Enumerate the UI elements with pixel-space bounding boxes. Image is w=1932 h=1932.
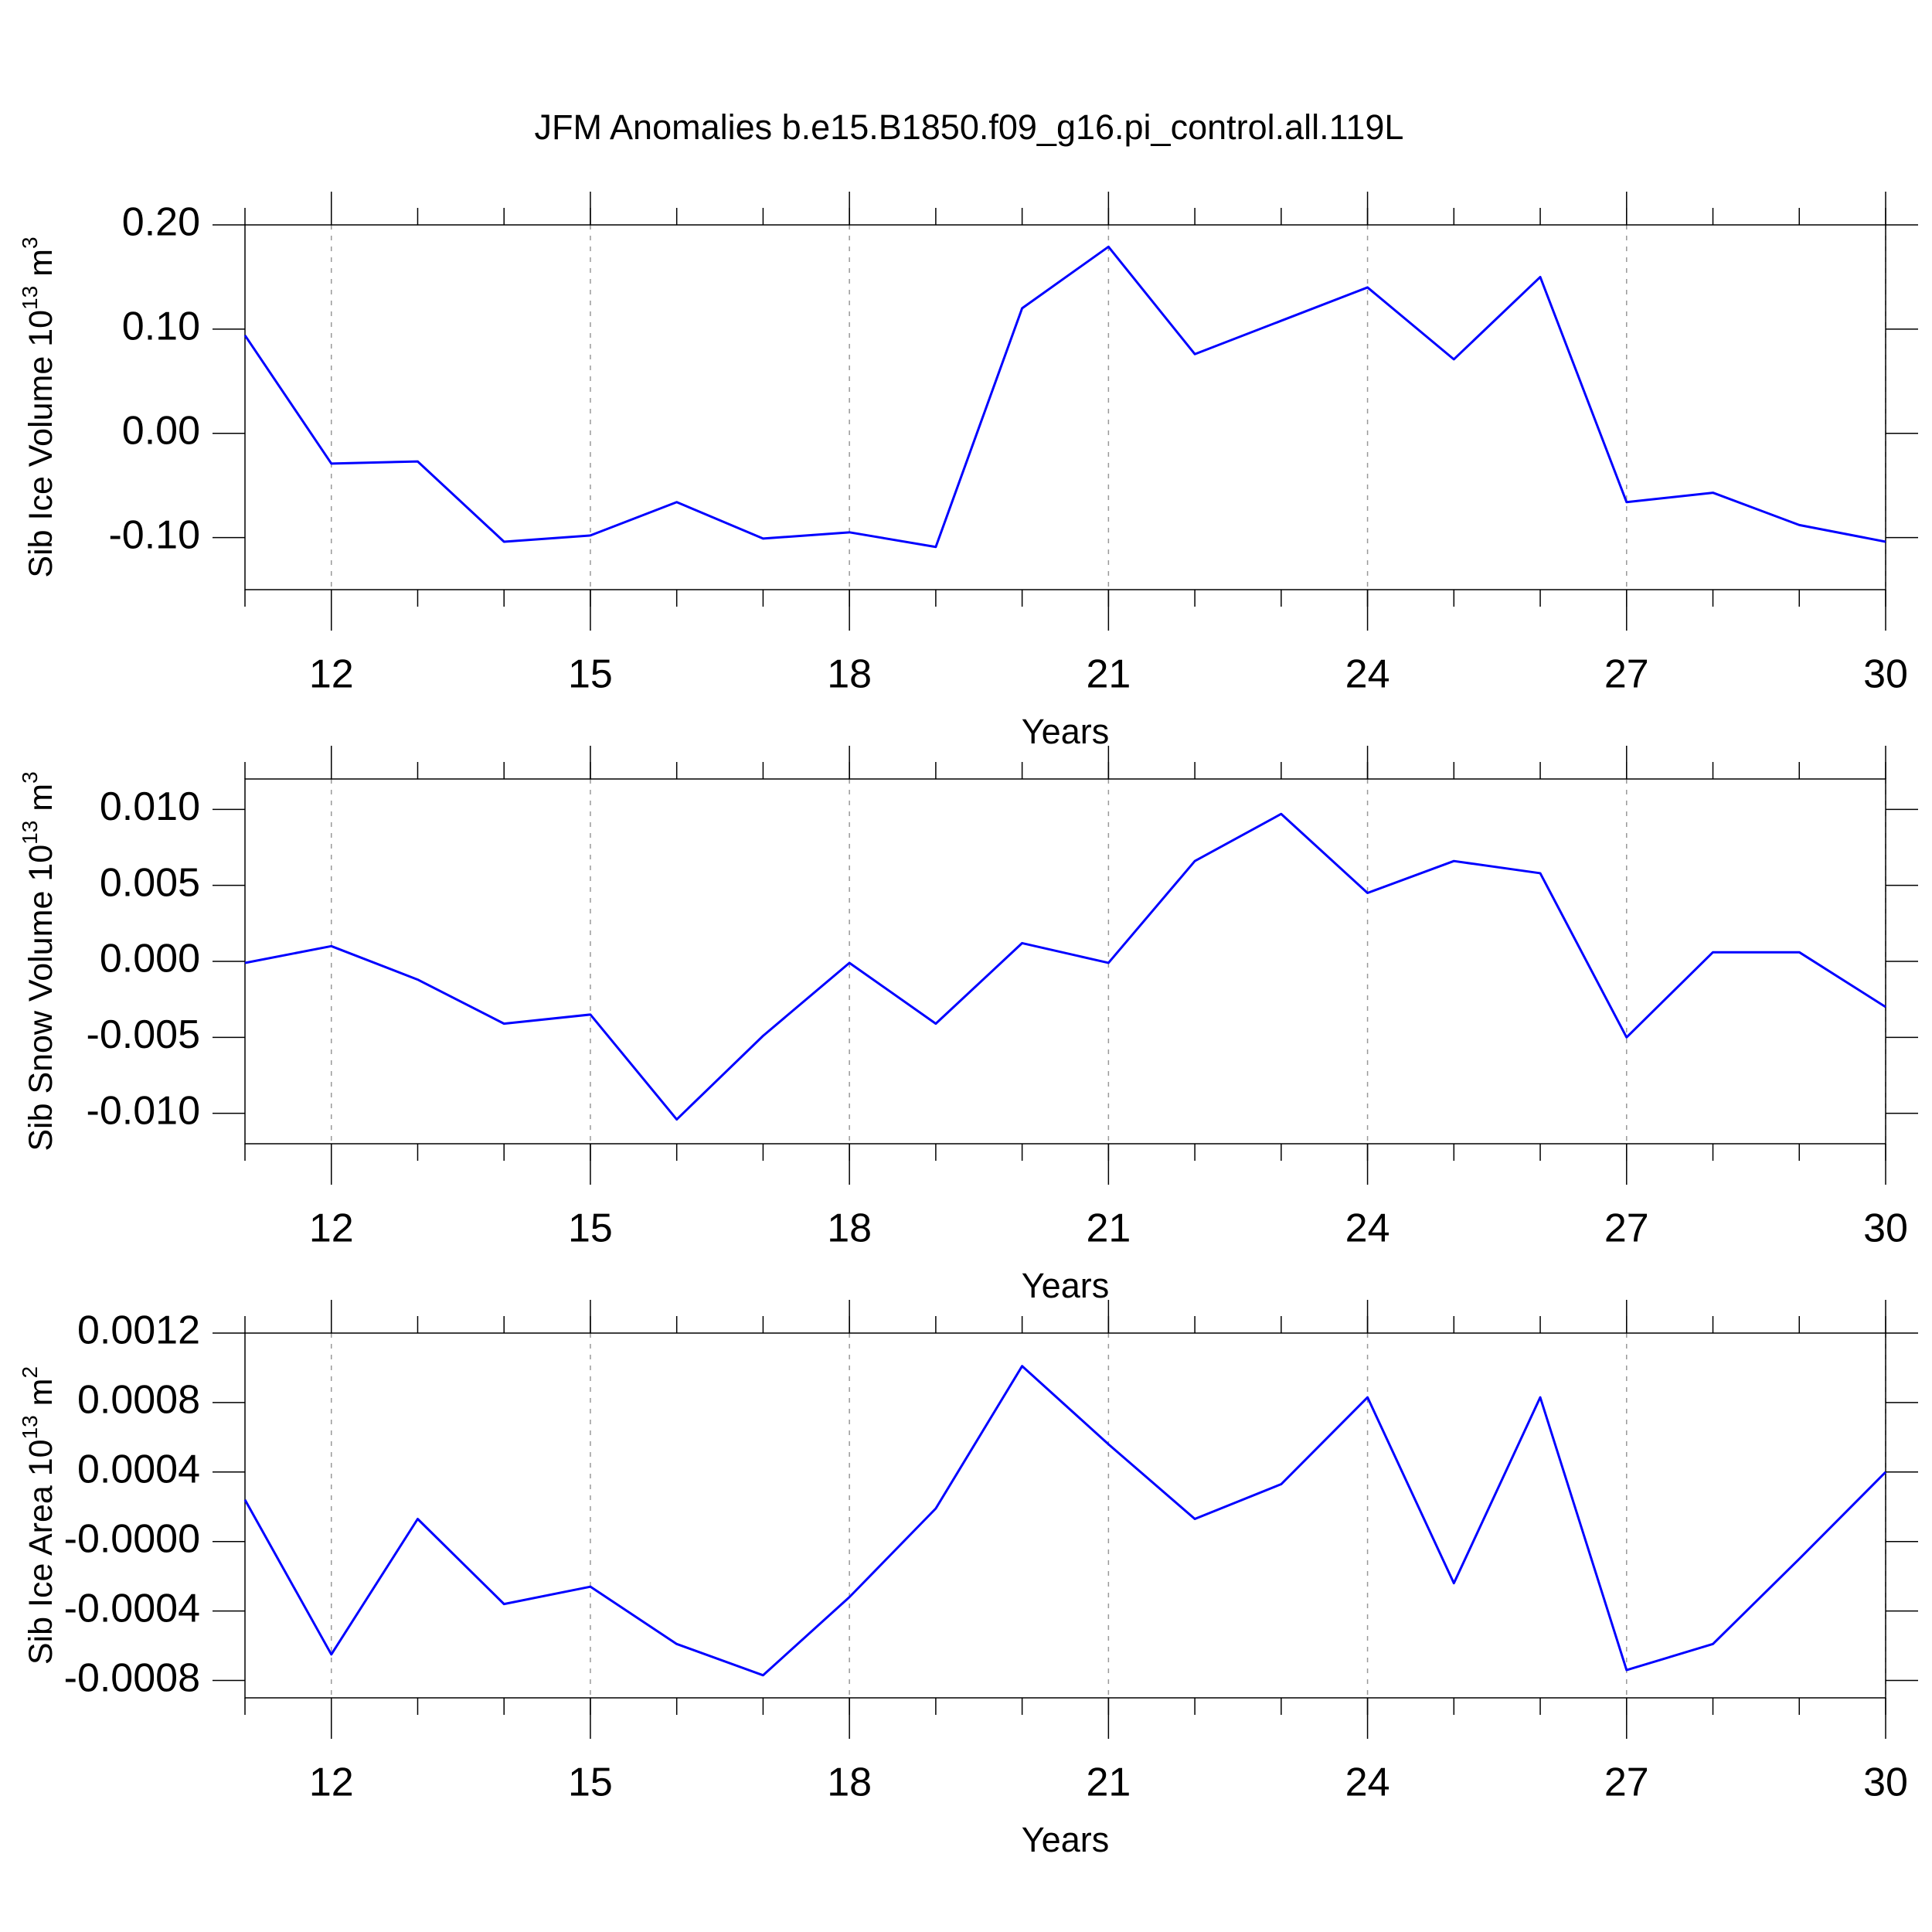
y-axis-label-part: m <box>22 249 60 286</box>
y-axis-label-exponent: 13 <box>18 821 42 845</box>
y-tick-label: 0.005 <box>100 860 200 905</box>
y-tick-label: 0.0004 <box>77 1447 200 1492</box>
x-tick-label: 18 <box>827 1206 872 1251</box>
x-tick-label: 21 <box>1086 652 1131 697</box>
y-axis-label-exponent: 2 <box>18 1366 42 1379</box>
y-tick-label: -0.0000 <box>64 1516 200 1561</box>
x-tick-label: 24 <box>1345 652 1390 697</box>
y-tick-label: 0.10 <box>122 304 200 349</box>
y-tick-label: -0.0008 <box>64 1655 200 1700</box>
y-axis-label-part: Sib Ice Volume 10 <box>22 310 60 578</box>
x-tick-label: 15 <box>568 1760 613 1805</box>
y-axis-label-exponent: 13 <box>18 1415 42 1439</box>
x-tick-label: 30 <box>1863 1760 1908 1805</box>
y-axis-label-exponent: 3 <box>18 771 42 784</box>
y-axis-label: Sib Ice Area 1013 m2 <box>18 1366 60 1665</box>
x-tick-label: 21 <box>1086 1760 1131 1805</box>
x-tick-label: 24 <box>1345 1206 1390 1251</box>
x-tick-label: 27 <box>1604 1760 1649 1805</box>
x-tick-label: 12 <box>309 652 354 697</box>
panel: 12 15 18 21 24 27 30 -0.010 -0.005 0.000 0.005 0.01… <box>18 746 1918 1305</box>
y-axis-label-exponent: 3 <box>18 236 42 249</box>
y-tick-label: 0.00 <box>122 408 200 453</box>
y-tick-label: 0.0008 <box>77 1378 200 1423</box>
x-tick-label: 12 <box>309 1206 354 1251</box>
y-tick-label: -0.005 <box>87 1012 200 1057</box>
y-axis-label: Sib Snow Volume 1013 m3 <box>18 771 60 1151</box>
y-tick-label: 0.010 <box>100 784 200 829</box>
plot-frame <box>244 778 1886 1145</box>
x-tick-label: 27 <box>1604 652 1649 697</box>
panel: 12 15 18 21 24 27 30 -0.0008 -0.0004 -0.0000 0.000… <box>18 1300 1918 1859</box>
y-axis-label-part: m <box>22 1379 60 1416</box>
x-tick-label: 30 <box>1863 652 1908 697</box>
y-tick-label: 0.000 <box>100 937 200 981</box>
data-line <box>244 812 1886 1121</box>
data-line <box>243 1365 1887 1677</box>
x-tick-label: 24 <box>1345 1760 1390 1805</box>
figure-title: JFM Anomalies b.e15.B1850.f09_g16.pi_con… <box>535 107 1404 147</box>
x-axis-label: Years <box>1022 712 1109 751</box>
y-axis-label: Sib Ice Volume 1013 m3 <box>18 236 60 577</box>
y-tick-label: -0.0004 <box>64 1586 200 1631</box>
y-tick-label: 0.0012 <box>77 1308 200 1353</box>
x-tick-label: 15 <box>568 1206 613 1251</box>
x-tick-label: 27 <box>1604 1206 1649 1251</box>
y-axis-label-part: m <box>22 784 60 821</box>
plot-frame <box>244 1332 1886 1699</box>
x-tick-label: 30 <box>1863 1206 1908 1251</box>
panel: 12 15 18 21 24 27 30 -0.10 0.00 0.10 0.20 Years Sib … <box>18 192 1918 751</box>
plot-frame <box>244 224 1886 590</box>
y-axis-label-part: Sib Ice Area 10 <box>22 1439 60 1665</box>
x-tick-label: 18 <box>827 652 872 697</box>
y-axis-label-part: Sib Snow Volume 10 <box>22 845 60 1151</box>
data-line <box>243 245 1886 549</box>
x-axis-label: Years <box>1022 1820 1109 1859</box>
y-tick-label: -0.010 <box>87 1088 200 1133</box>
x-tick-label: 12 <box>309 1760 354 1805</box>
x-tick-label: 21 <box>1086 1206 1131 1251</box>
y-axis-label-exponent: 13 <box>18 286 42 310</box>
y-tick-label: -0.10 <box>108 512 200 557</box>
x-tick-label: 15 <box>568 652 613 697</box>
x-axis-label: Years <box>1022 1266 1109 1305</box>
x-tick-label: 18 <box>827 1760 872 1805</box>
y-tick-label: 0.20 <box>122 200 200 245</box>
